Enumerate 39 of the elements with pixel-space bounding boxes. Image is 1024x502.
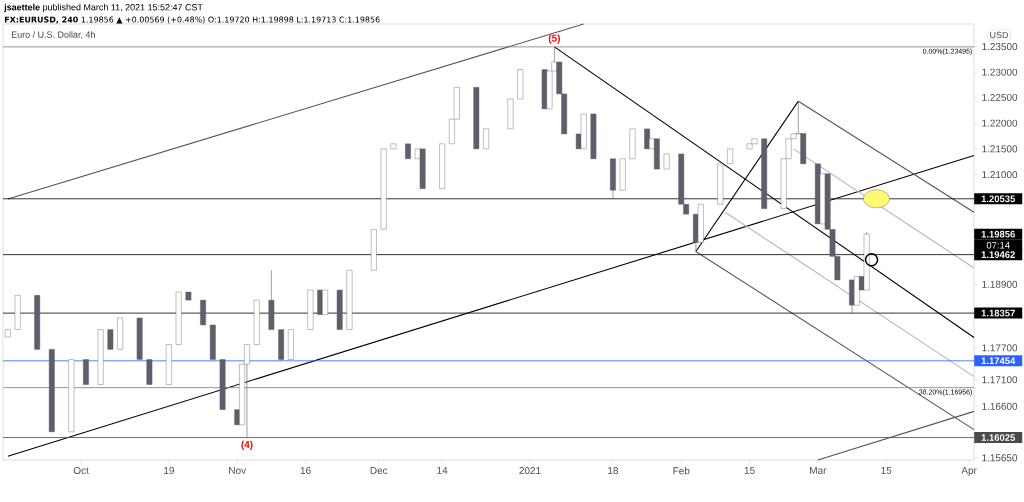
x-tick-label: 19: [164, 467, 174, 475]
text: 07:14: [986, 241, 1010, 249]
y-tick-label: 1.23500: [982, 43, 1018, 51]
candlestick: [107, 329, 114, 350]
y-tick-label: 1.21500: [982, 145, 1018, 153]
y-tick-label: 1.23000: [982, 68, 1018, 76]
text: Euro / U.S. Dollar, 4h: [11, 31, 95, 39]
x-tick-label: 16: [300, 467, 311, 475]
y-tick-label: 1.17100: [982, 376, 1018, 384]
annotation: (5): [548, 34, 560, 44]
x-tick-label: 14: [437, 467, 448, 474]
x-tick-label: 15: [881, 467, 892, 474]
candlestick: [483, 128, 489, 150]
y-tick-label: 1.21000: [982, 171, 1018, 179]
ref-line-label: 1.19462: [981, 251, 1015, 258]
x-tick-label: Apr: [961, 467, 977, 476]
text: 1.19856: [981, 230, 1015, 238]
x-tick-label: 2021: [519, 467, 541, 475]
x-tick-label: 18: [608, 467, 619, 475]
y-tick-label: 1.22000: [982, 119, 1018, 127]
annotation: (4): [241, 440, 253, 451]
ref-line-label: 1.17454: [981, 357, 1016, 365]
y-tick-label: 1.18900: [982, 280, 1018, 288]
candlestick: [644, 128, 650, 150]
y-tick-label: 1.22500: [982, 93, 1018, 101]
ref-line-label: 1.18357: [981, 309, 1015, 317]
y-tick-label: 1.15650: [982, 454, 1018, 462]
y-tick-label: 1.17700: [982, 344, 1018, 352]
x-tick-label: Oct: [73, 467, 89, 475]
x-tick-label: Feb: [673, 467, 690, 475]
x-tick-label: Mar: [810, 467, 827, 474]
x-tick-label: 15: [744, 467, 755, 474]
ref-line-label: 1.16025: [981, 434, 1016, 441]
y-axis-title: USD: [990, 31, 1009, 39]
ref-line-label: 1.20535: [981, 195, 1016, 203]
x-tick-label: Nov: [229, 467, 247, 474]
y-tick-label: 1.16600: [982, 402, 1018, 410]
text: jsaettele published March 11, 2021 15:52:47 CST: [4, 3, 203, 13]
x-tick-label: Dec: [370, 467, 388, 474]
